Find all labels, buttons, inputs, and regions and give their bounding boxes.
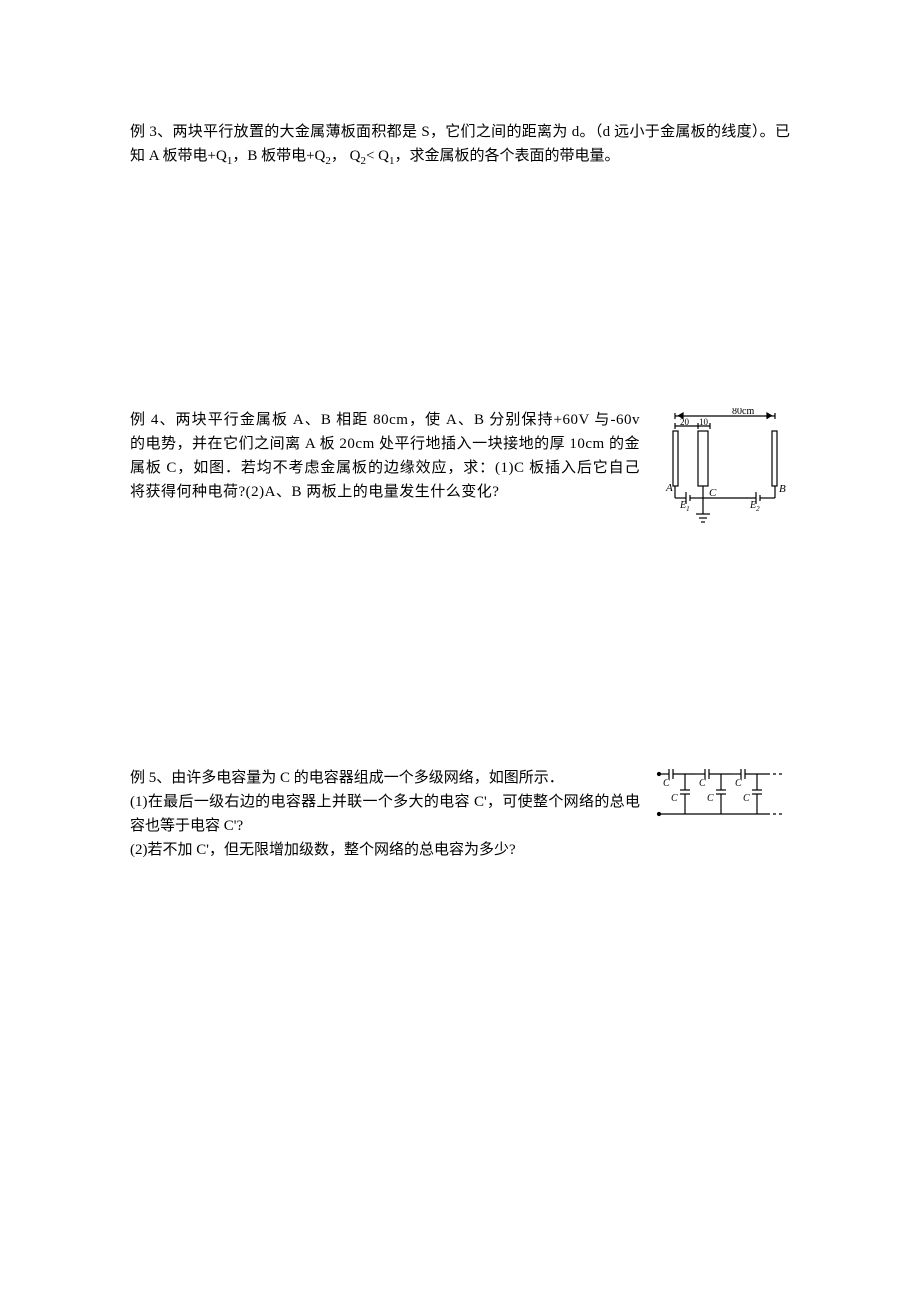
problem-3-label: 例 3、 (130, 124, 172, 140)
fig4-plate-c: C (709, 487, 717, 499)
fig5-c-s1: C (663, 778, 670, 789)
fig4-e1-sub: 1 (686, 505, 690, 513)
fig5-c-s2: C (699, 778, 706, 789)
problem-5-intro: 由许多电容量为 C 的电容器组成一个多级网络，如图所示． (171, 770, 564, 786)
problem-3-body-5: ，求金属板的各个表面的带电量。 (395, 148, 620, 164)
page-content: 例 3、两块平行放置的大金属薄板面积都是 S，它们之间的距离为 d。（d 远小于… (0, 0, 920, 942)
problem-5: 例 5、由许多电容量为 C 的电容器组成一个多级网络，如图所示． (1)在最后一… (130, 766, 790, 862)
fig4-plate-b: B (779, 483, 786, 495)
fig4-80cm-label: 80cm (732, 408, 754, 417)
problem-4: 例 4、两块平行金属板 A、B 相距 80cm，使 A、B 分别保持+60V 与… (130, 408, 790, 526)
fig4-e2: E (749, 500, 756, 511)
fig4-plate-a: A (665, 482, 673, 494)
fig5-c-p2: C (707, 793, 714, 804)
problem-4-label: 例 4、 (130, 412, 176, 428)
problem-3-body-3: ， Q (331, 148, 361, 164)
fig4-20-label: 20 (680, 417, 690, 427)
fig4-e1: E (679, 500, 686, 511)
problem-4-body: 两块平行金属板 A、B 相距 80cm，使 A、B 分别保持+60V 与-60v… (130, 412, 640, 500)
problem-5-q1: (1)在最后一级右边的电容器上并联一个多大的电容 C'，可使整个网络的总电容也等… (130, 794, 640, 834)
problem-3-body-2: ，B 板带电+Q (232, 148, 325, 164)
problem-5-label: 例 5、 (130, 770, 171, 786)
problem-5-figure: C C C C C C (655, 766, 790, 826)
fig4-10-label: 10 (699, 417, 709, 427)
problem-3-text: 例 3、两块平行放置的大金属薄板面积都是 S，它们之间的距离为 d。（d 远小于… (130, 120, 790, 168)
problem-3-body-4: < Q (366, 148, 389, 164)
fig5-c-p1: C (671, 793, 678, 804)
fig5-c-p3: C (743, 793, 750, 804)
fig4-e2-sub: 2 (756, 505, 760, 513)
fig5-c-s3: C (735, 778, 742, 789)
problem-4-figure: 80cm 20 10 A C (660, 408, 790, 526)
problem-5-q2: (2)若不加 C'，但无限增加级数，整个网络的总电容为多少? (130, 842, 516, 858)
problem-3: 例 3、两块平行放置的大金属薄板面积都是 S，它们之间的距离为 d。（d 远小于… (130, 120, 790, 168)
problem-5-text: 例 5、由许多电容量为 C 的电容器组成一个多级网络，如图所示． (1)在最后一… (130, 766, 640, 862)
svg-text:E1: E1 (679, 500, 690, 513)
problem-4-text: 例 4、两块平行金属板 A、B 相距 80cm，使 A、B 分别保持+60V 与… (130, 408, 640, 504)
svg-text:E2: E2 (749, 500, 760, 513)
